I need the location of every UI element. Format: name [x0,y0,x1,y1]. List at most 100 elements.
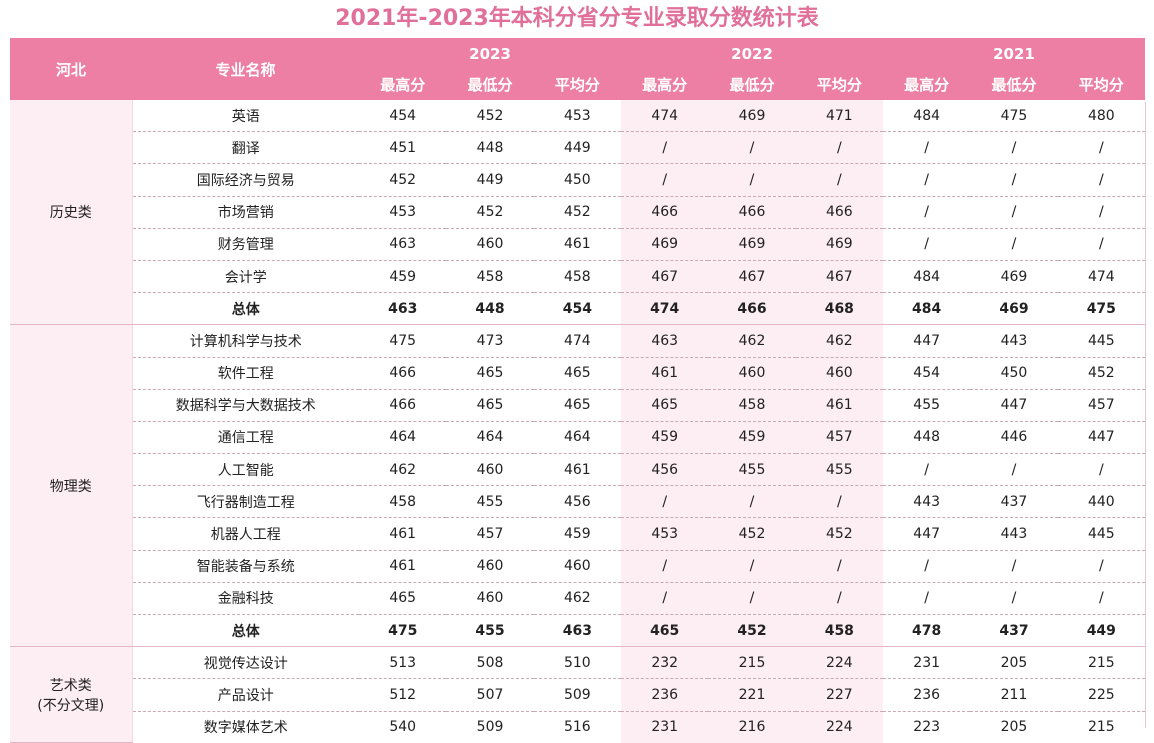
score-cell: 458 [533,260,622,294]
score-cell: 445 [1057,324,1145,358]
score-cell: 469 [795,228,883,261]
score-cell: 446 [970,421,1058,455]
score-cell: 459 [359,260,447,294]
metric-header: 最低分 [970,69,1058,100]
score-cell: / [621,550,709,583]
score-cell: 475 [359,324,447,358]
table-row: 智能装备与系统 461 460 460// / / / / [10,550,1145,583]
category-cell: 艺术类 (不分文理) [10,646,133,743]
score-cell: 462 [708,324,796,358]
score-cell: / [795,163,883,197]
score-cell: / [1057,163,1145,197]
major-name-cell: 国际经济与贸易 [132,163,360,197]
year-header: 2021 [883,38,1145,69]
score-cell: 484 [883,260,971,294]
score-cell: 474 [621,100,709,133]
major-name-cell: 总体 [132,292,360,326]
score-cell: / [1057,453,1145,487]
score-cell: 447 [970,389,1058,422]
table-row: 人工智能 462 460 461 456 455 455// / [10,453,1145,487]
score-cell: / [795,131,883,165]
score-cell: 469 [708,228,796,261]
score-cell: 461 [359,517,447,551]
major-name-cell: 人工智能 [132,453,360,487]
score-cell: 460 [446,582,534,616]
score-cell: 221 [708,678,796,712]
score-cell: 448 [446,292,534,326]
score-cell: 447 [883,517,971,551]
score-cell: 513 [359,646,447,680]
score-cell: 452 [708,614,796,648]
admission-score-table: 河北 专业名称 2023 2022 2021 最高分 最低分 平均分 最高分 最… [10,38,1145,743]
score-cell: 453 [533,100,622,133]
score-cell: 463 [621,324,709,358]
score-cell: 452 [795,517,883,551]
table-row: 产品设计 512 507 509 236 221 227 236 211 225 [10,678,1145,712]
score-cell: 462 [795,324,883,358]
score-cell: 455 [883,389,971,422]
score-cell: 469 [970,292,1058,326]
score-cell: 452 [446,100,534,133]
score-cell: 452 [446,196,534,229]
score-cell: 474 [621,292,709,326]
score-cell: / [883,196,971,229]
score-cell: / [970,228,1058,261]
table-header: 河北 专业名称 2023 2022 2021 最高分 最低分 平均分 最高分 最… [10,38,1145,100]
score-cell: 455 [795,453,883,487]
score-cell: 466 [359,389,447,422]
score-cell: 205 [970,711,1058,743]
province-header: 河北 [10,38,133,100]
score-cell: 465 [446,389,534,422]
score-cell: 461 [359,550,447,583]
score-cell: / [708,485,796,519]
major-name-cell: 计算机科学与技术 [132,324,360,358]
score-cell: 512 [359,678,447,712]
score-cell: 471 [795,100,883,133]
score-cell: / [795,550,883,583]
score-cell: 443 [883,485,971,519]
major-name-cell: 金融科技 [132,582,360,616]
score-cell: 455 [708,453,796,487]
score-cell: 473 [446,324,534,358]
table-row: 数据科学与大数据技术 466 465 465 465 458 461 455 447 457 [10,389,1145,422]
score-cell: / [970,453,1058,487]
score-cell: 457 [446,517,534,551]
score-cell: / [621,582,709,616]
score-cell: 455 [446,614,534,648]
score-cell: / [1057,196,1145,229]
metric-header: 最高分 [359,69,447,100]
page-title: 2021年-2023年本科分省分专业录取分数统计表 [335,6,819,31]
major-name-cell: 产品设计 [132,678,360,712]
table-row: 物理类 计算机科学与技术 475 473 474 463 462 462 447 443 445 [10,324,1145,648]
score-cell: 449 [446,163,534,197]
metric-header: 平均分 [795,69,883,100]
score-cell: 459 [533,517,622,551]
score-cell: 225 [1057,678,1145,712]
score-cell: 460 [795,357,883,390]
table-row: 市场营销 453 452 452 466 466 466// / [10,196,1145,229]
score-cell: 474 [1057,260,1145,294]
metric-header: 最高分 [883,69,971,100]
major-name-cell: 市场营销 [132,196,360,229]
metric-header: 最低分 [708,69,796,100]
table-row: 数字媒体艺术 540 509 516 231 216 224 223 205 215 [10,711,1145,743]
score-cell: 437 [970,485,1058,519]
major-name-cell: 智能装备与系统 [132,550,360,583]
table-row: 机器人工程 461 457 459 453 452 452 447 443 445 [10,517,1145,551]
score-cell: 463 [359,228,447,261]
score-cell: 469 [970,260,1058,294]
score-cell: 458 [708,389,796,422]
score-cell: / [621,131,709,165]
year-header: 2022 [621,38,883,69]
score-cell: 460 [533,550,622,583]
score-cell: 475 [970,100,1058,133]
score-cell: 454 [359,100,447,133]
score-cell: 507 [446,678,534,712]
score-cell: 484 [883,100,971,133]
major-name-cell: 总体 [132,614,360,648]
score-cell: 461 [621,357,709,390]
score-cell: 462 [359,453,447,487]
score-cell: 457 [795,421,883,455]
score-cell: 232 [621,646,709,680]
score-cell: 451 [359,131,447,165]
